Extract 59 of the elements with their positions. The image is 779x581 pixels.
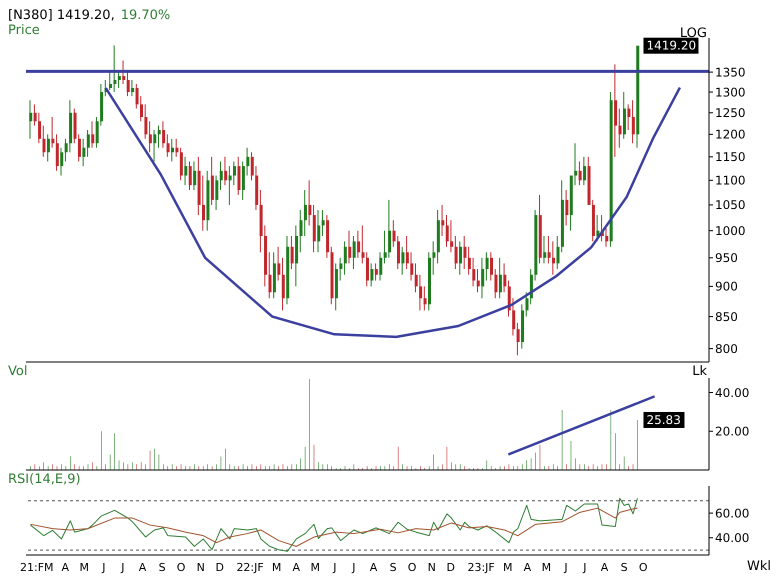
y-tick-label: 1150 xyxy=(715,150,746,164)
x-tick-label: D xyxy=(446,560,455,574)
x-tick-label: 23:JF xyxy=(467,560,495,574)
chart-title: [N380] 1419.20, xyxy=(8,8,115,23)
y-tick-label: 1000 xyxy=(715,224,746,238)
x-tick-label: M xyxy=(310,560,320,574)
chart-subtitle: 19.70% xyxy=(120,8,170,23)
y-tick-label: 1050 xyxy=(715,198,746,212)
chart-title: RSI(14,E,9) xyxy=(8,472,81,487)
x-tick-label: O xyxy=(408,560,417,574)
x-tick-label: S xyxy=(620,560,628,574)
annotation: 1419.20 xyxy=(646,38,696,53)
x-tick-label: 21:FM xyxy=(20,560,54,574)
y-tick-label: 1350 xyxy=(715,65,746,80)
x-tick-label: A xyxy=(61,560,70,574)
line-series xyxy=(30,498,638,552)
x-tick-label: A xyxy=(524,560,532,574)
x-tick-label: A xyxy=(138,560,147,574)
x-tick-label: D xyxy=(215,560,224,574)
x-tick-label: J xyxy=(120,560,124,574)
x-tick-label: M xyxy=(272,560,282,574)
x-tick-label: 22:JF xyxy=(236,560,264,574)
x-tick-label: M xyxy=(502,560,512,574)
y-tick-label: 800 xyxy=(715,342,738,356)
x-tick-label: J xyxy=(351,560,356,574)
x-tick-label: N xyxy=(428,560,436,574)
annotation: Lk xyxy=(692,364,707,379)
y-tick-label: 1200 xyxy=(715,128,746,142)
y-tick-label: 1300 xyxy=(715,85,746,100)
y-axis-title: Vol xyxy=(8,364,28,379)
x-tick-label: J xyxy=(563,560,568,574)
y-tick-label: 950 xyxy=(715,251,738,266)
x-tick-label: J xyxy=(582,560,587,574)
x-tick-label: O xyxy=(638,560,648,574)
annotation: 25.83 xyxy=(646,412,681,427)
x-tick-label: N xyxy=(196,560,205,574)
x-tick-label: O xyxy=(176,560,186,574)
x-tick-label: M xyxy=(79,560,89,574)
y-tick-label: 1250 xyxy=(715,106,746,120)
y-tick-label: 900 xyxy=(715,280,738,294)
y-tick-label: 60.00 xyxy=(715,506,750,520)
x-tick-label: S xyxy=(158,560,166,574)
x-tick-label: A xyxy=(292,560,301,574)
x-tick-label: A xyxy=(600,560,609,574)
y-tick-label: 40.00 xyxy=(715,386,750,400)
x-tick-label: A xyxy=(370,560,378,574)
y-tick-label: 1100 xyxy=(715,174,746,188)
text: Wkl xyxy=(747,559,771,574)
y-tick-label: 20.00 xyxy=(715,424,750,439)
x-tick-label: J xyxy=(101,560,106,574)
line-series xyxy=(30,508,638,547)
y-axis-title: Price xyxy=(8,23,40,38)
x-tick-label: J xyxy=(332,560,337,574)
y-tick-label: 40.00 xyxy=(715,531,750,546)
line-series xyxy=(104,86,682,338)
y-tick-label: 850 xyxy=(715,310,738,324)
x-tick-label: M xyxy=(542,560,552,574)
x-tick-label: S xyxy=(390,560,397,574)
annotation: LOG xyxy=(680,26,707,41)
